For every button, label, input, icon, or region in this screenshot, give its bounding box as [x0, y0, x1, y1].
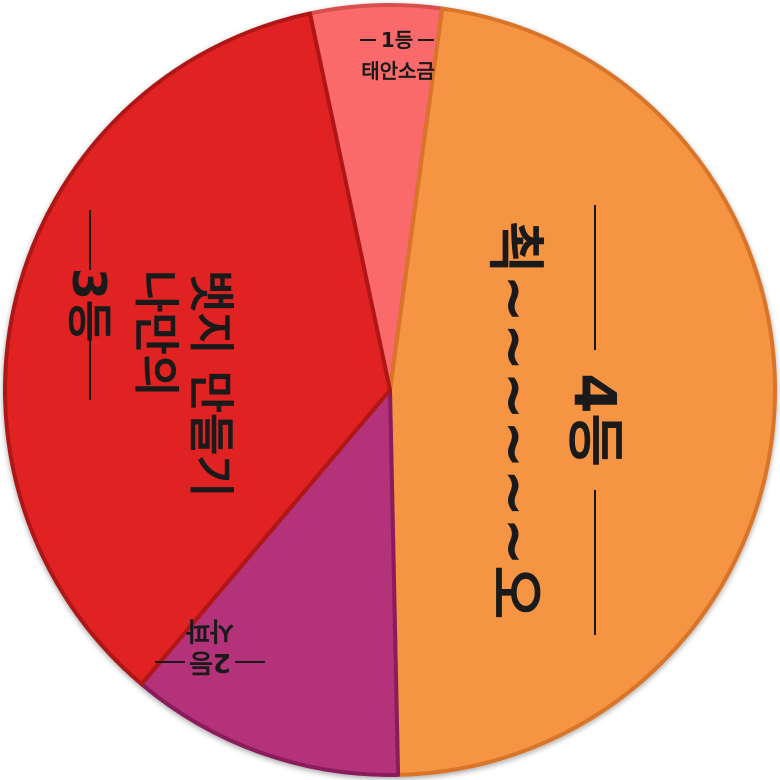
slice-rank: 2등: [189, 647, 231, 677]
pie-slice-1: [388, 6, 777, 777]
label-slice-0: 1등 태안소금: [360, 28, 435, 83]
pie-slice-2: [139, 388, 401, 777]
pie-slices: [3, 3, 777, 777]
slice-rank: 1등: [381, 28, 413, 52]
pie-slice-3: [3, 11, 392, 687]
slice-name: 쵝~~~~~~오: [481, 221, 549, 619]
slice-name: 나만의뱃지 만들기: [129, 270, 238, 498]
slice-rank: 4등: [561, 373, 629, 467]
slice-rank: 3등: [62, 268, 116, 342]
slice-name: 태안소금: [361, 59, 435, 83]
label-slice-2: 2등 사파: [155, 615, 265, 677]
slice-name: 사파: [186, 615, 234, 645]
label-slice-1: 쵝~~~~~~오 4등: [481, 205, 629, 635]
pie-slice-0: [307, 3, 445, 392]
label-slice-3: 3등 나만의뱃지 만들기: [62, 210, 238, 498]
